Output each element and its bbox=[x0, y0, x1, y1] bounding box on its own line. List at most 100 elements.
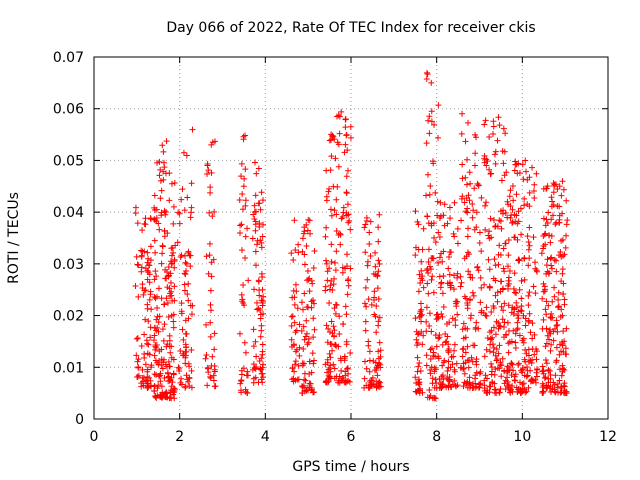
data-point bbox=[306, 371, 313, 378]
data-point bbox=[520, 176, 527, 183]
data-point bbox=[184, 291, 191, 298]
data-point bbox=[376, 261, 383, 268]
data-point bbox=[167, 349, 174, 356]
data-point bbox=[158, 187, 165, 194]
data-point bbox=[469, 200, 476, 207]
data-point bbox=[488, 360, 495, 367]
x-tick-label: 0 bbox=[90, 429, 99, 445]
data-point bbox=[185, 248, 192, 255]
data-point bbox=[563, 197, 570, 204]
axis-ticks bbox=[93, 56, 609, 420]
data-point bbox=[170, 356, 177, 363]
data-point bbox=[473, 361, 480, 368]
data-point bbox=[552, 221, 559, 228]
data-point bbox=[462, 349, 469, 356]
data-point bbox=[522, 157, 529, 164]
data-point bbox=[328, 258, 335, 265]
data-point bbox=[430, 255, 437, 262]
data-point bbox=[506, 267, 513, 274]
data-point bbox=[514, 220, 521, 227]
data-point bbox=[518, 303, 525, 310]
data-point bbox=[494, 289, 501, 296]
data-point bbox=[454, 311, 461, 318]
data-point bbox=[141, 220, 148, 227]
data-point bbox=[492, 387, 499, 394]
data-point bbox=[454, 382, 461, 389]
data-point bbox=[211, 330, 218, 337]
data-point bbox=[257, 333, 264, 340]
data-point bbox=[345, 219, 352, 226]
data-point bbox=[445, 384, 452, 391]
data-point bbox=[335, 231, 342, 238]
data-point bbox=[164, 394, 171, 401]
data-point bbox=[461, 199, 468, 206]
data-point bbox=[249, 235, 256, 242]
data-point bbox=[519, 381, 526, 388]
data-point bbox=[178, 310, 185, 317]
data-point bbox=[512, 371, 519, 378]
data-point bbox=[555, 289, 562, 296]
data-point bbox=[457, 283, 464, 290]
data-point bbox=[487, 215, 494, 222]
data-point bbox=[337, 230, 344, 237]
data-point bbox=[163, 138, 170, 145]
data-point bbox=[288, 250, 295, 257]
data-point bbox=[523, 168, 530, 175]
data-point bbox=[439, 313, 446, 320]
data-point bbox=[344, 277, 351, 284]
data-point bbox=[259, 351, 266, 358]
data-point bbox=[362, 284, 369, 291]
data-point bbox=[151, 371, 158, 378]
data-point bbox=[557, 314, 564, 321]
data-point bbox=[446, 373, 453, 380]
data-point bbox=[497, 361, 504, 368]
data-point bbox=[488, 309, 495, 316]
data-point bbox=[376, 211, 383, 218]
data-point bbox=[414, 354, 421, 361]
data-point bbox=[435, 259, 442, 266]
data-point bbox=[260, 374, 267, 381]
data-point bbox=[545, 209, 552, 216]
data-point bbox=[308, 369, 315, 376]
data-point bbox=[132, 210, 139, 217]
data-point bbox=[450, 230, 457, 237]
data-point bbox=[170, 203, 177, 210]
data-point bbox=[152, 268, 159, 275]
data-point bbox=[435, 102, 442, 109]
data-point bbox=[342, 115, 349, 122]
data-point bbox=[207, 333, 214, 340]
data-point bbox=[419, 273, 426, 280]
data-point bbox=[438, 311, 445, 318]
data-point bbox=[163, 295, 170, 302]
data-point bbox=[252, 159, 259, 166]
data-point bbox=[323, 260, 330, 267]
data-point bbox=[559, 266, 566, 273]
data-point bbox=[363, 365, 370, 372]
data-point bbox=[558, 278, 565, 285]
data-point bbox=[162, 266, 169, 273]
data-point bbox=[300, 306, 307, 313]
data-point bbox=[336, 379, 343, 386]
data-point bbox=[446, 204, 453, 211]
data-point bbox=[257, 311, 264, 318]
chart-title: Day 066 of 2022, Rate Of TEC Index for r… bbox=[166, 20, 535, 36]
data-point bbox=[452, 317, 459, 324]
data-point bbox=[542, 306, 549, 313]
data-point bbox=[207, 307, 214, 314]
data-point bbox=[181, 287, 188, 294]
data-point bbox=[470, 292, 477, 299]
data-point bbox=[514, 325, 521, 332]
data-point bbox=[341, 357, 348, 364]
data-point bbox=[477, 380, 484, 387]
data-point bbox=[183, 372, 190, 379]
data-point bbox=[463, 181, 470, 188]
data-point bbox=[490, 304, 497, 311]
data-point bbox=[187, 252, 194, 259]
data-point bbox=[296, 321, 303, 328]
data-point bbox=[506, 366, 513, 373]
data-point bbox=[327, 362, 334, 369]
data-point bbox=[553, 219, 560, 226]
data-point bbox=[340, 204, 347, 211]
data-point bbox=[477, 274, 484, 281]
data-point bbox=[141, 248, 148, 255]
